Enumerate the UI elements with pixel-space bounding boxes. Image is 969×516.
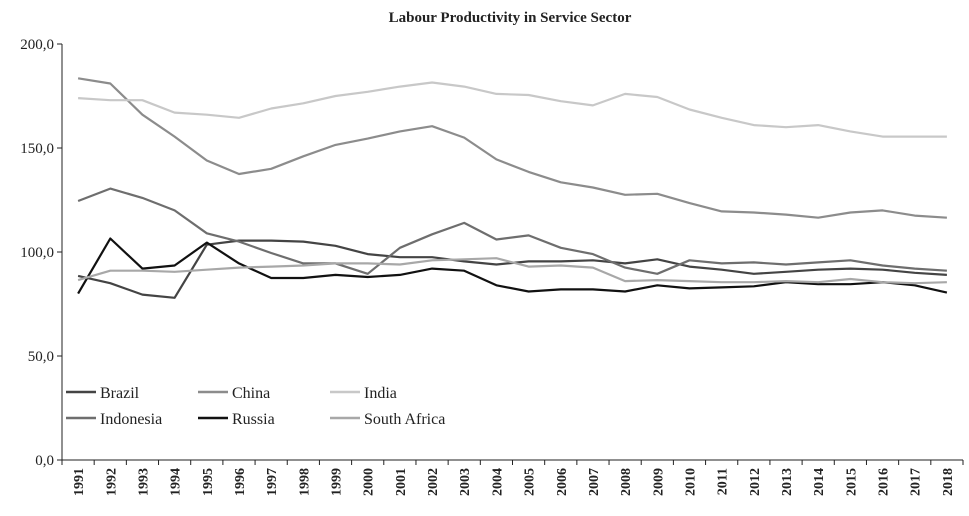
series-line-china (77, 77, 947, 219)
legend-label-brazil: Brazil (100, 385, 140, 402)
y-tick-label: 100,0 (20, 245, 54, 261)
x-tick-label: 1994 (169, 468, 184, 496)
x-tick-label: 2001 (394, 468, 409, 496)
legend-label-china: China (232, 385, 270, 402)
x-tick-label: 2009 (651, 468, 666, 496)
x-tick-label: 2011 (716, 468, 731, 495)
x-tick-label: 2013 (780, 468, 795, 496)
x-tick-label: 2007 (587, 468, 602, 496)
series-line-india (78, 81, 947, 138)
x-tick-label: 1996 (233, 468, 248, 496)
legend-label-indonesia: Indonesia (100, 411, 162, 428)
x-tick-label: 2014 (812, 468, 827, 496)
x-tick-label: 1992 (104, 468, 119, 496)
x-tick-label: 2003 (458, 468, 473, 496)
series-line-indonesia (77, 187, 947, 275)
x-tick-label: 2006 (555, 468, 570, 496)
x-tick-label: 2017 (909, 468, 924, 496)
y-tick-label: 150,0 (20, 141, 54, 157)
y-tick-label: 200,0 (20, 37, 54, 53)
series-lines (77, 77, 948, 299)
axes: 0,0 50,0 100,0 150,0 200,0 1991 1992 1993 1994 19… (20, 37, 964, 496)
x-tick-label: 2004 (490, 468, 505, 496)
x-tick-label: 2008 (619, 468, 634, 496)
x-tick-label: 1998 (297, 468, 312, 496)
legend: Brazil China India Indonesia Russia South Afr… (66, 385, 445, 428)
y-tick-label: 50,0 (28, 349, 54, 365)
x-tick-label: 2016 (877, 468, 892, 496)
x-tick-label: 1991 (72, 468, 87, 496)
x-tick-label: 2005 (523, 468, 538, 496)
legend-label-india: India (364, 385, 397, 402)
x-tick-label: 2002 (426, 468, 441, 496)
x-tick-label: 1995 (201, 468, 216, 496)
x-tick-label: 1993 (136, 468, 151, 496)
series-line-south-africa (77, 257, 947, 285)
legend-label-russia: Russia (232, 411, 275, 428)
x-tick-label: 2012 (748, 468, 763, 496)
x-tick-label: 2015 (844, 468, 859, 496)
y-tick-label: 0,0 (35, 453, 54, 469)
x-tick-label: 2018 (941, 468, 956, 496)
legend-label-south-africa: South Africa (364, 411, 445, 428)
series-line-russia (77, 237, 948, 295)
x-tick-label: 1997 (265, 468, 280, 496)
chart-title: Labour Productivity in Service Sector (389, 10, 632, 26)
x-tick-label: 1999 (330, 468, 345, 496)
x-tick-label: 2010 (683, 468, 698, 496)
x-tick-label: 2000 (362, 468, 377, 496)
